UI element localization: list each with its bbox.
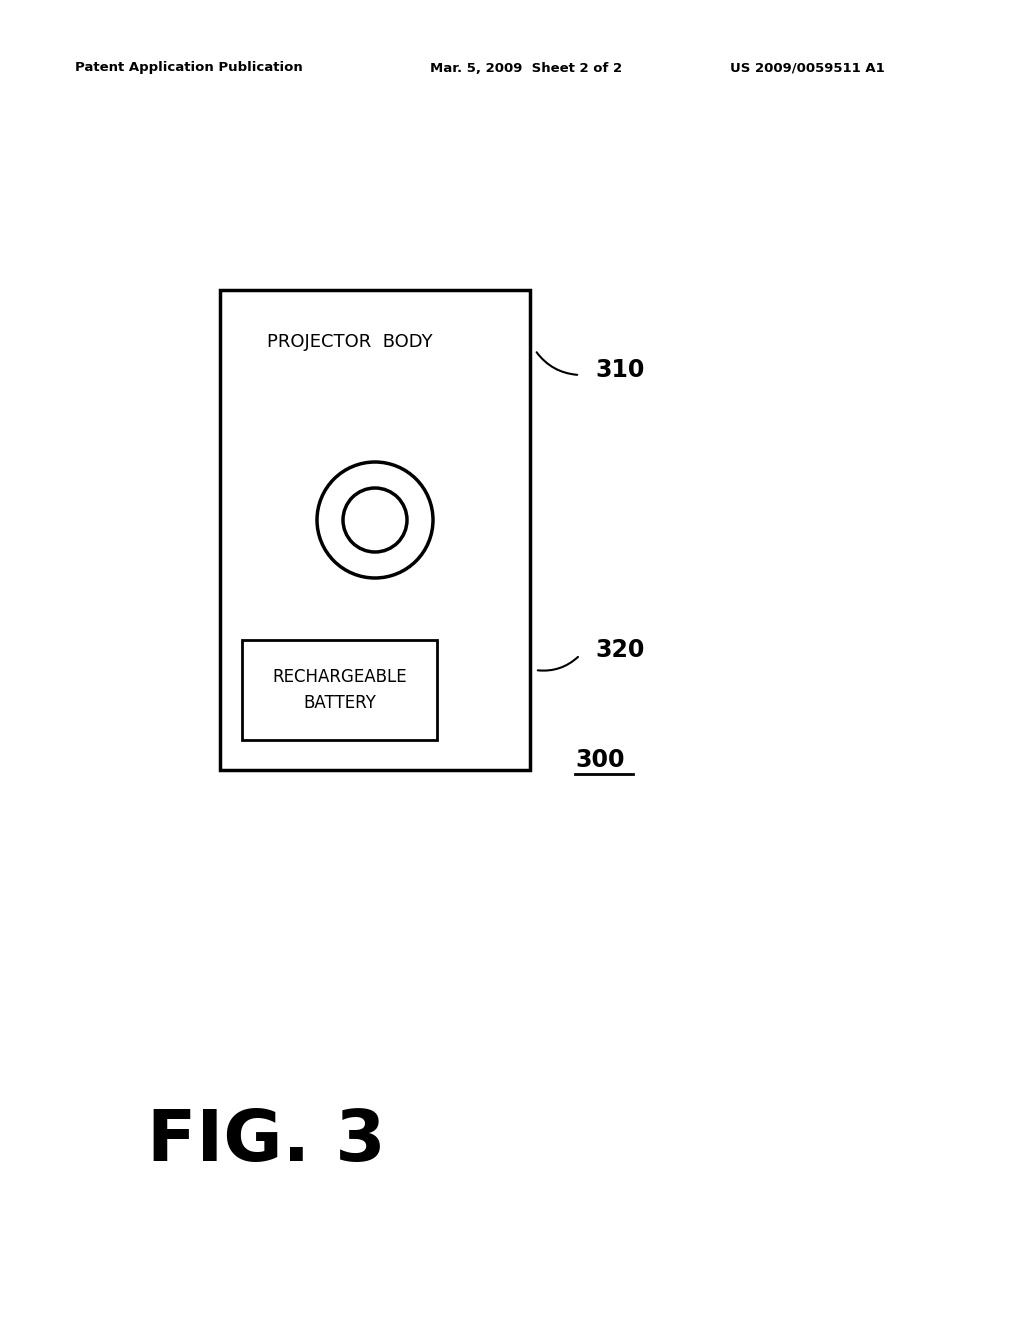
Text: FIG. 3: FIG. 3	[146, 1106, 385, 1176]
Text: 300: 300	[575, 748, 625, 772]
Text: Patent Application Publication: Patent Application Publication	[75, 62, 303, 74]
Text: Mar. 5, 2009  Sheet 2 of 2: Mar. 5, 2009 Sheet 2 of 2	[430, 62, 623, 74]
Circle shape	[317, 462, 433, 578]
Bar	[220, 290, 530, 770]
Text: US 2009/0059511 A1: US 2009/0059511 A1	[730, 62, 885, 74]
Text: 310: 310	[595, 358, 644, 381]
Bar	[242, 640, 437, 741]
Text: RECHARGEABLE
BATTERY: RECHARGEABLE BATTERY	[272, 668, 407, 711]
Text: PROJECTOR  BODY: PROJECTOR BODY	[267, 333, 433, 351]
Text: 320: 320	[595, 638, 644, 663]
Circle shape	[343, 488, 407, 552]
